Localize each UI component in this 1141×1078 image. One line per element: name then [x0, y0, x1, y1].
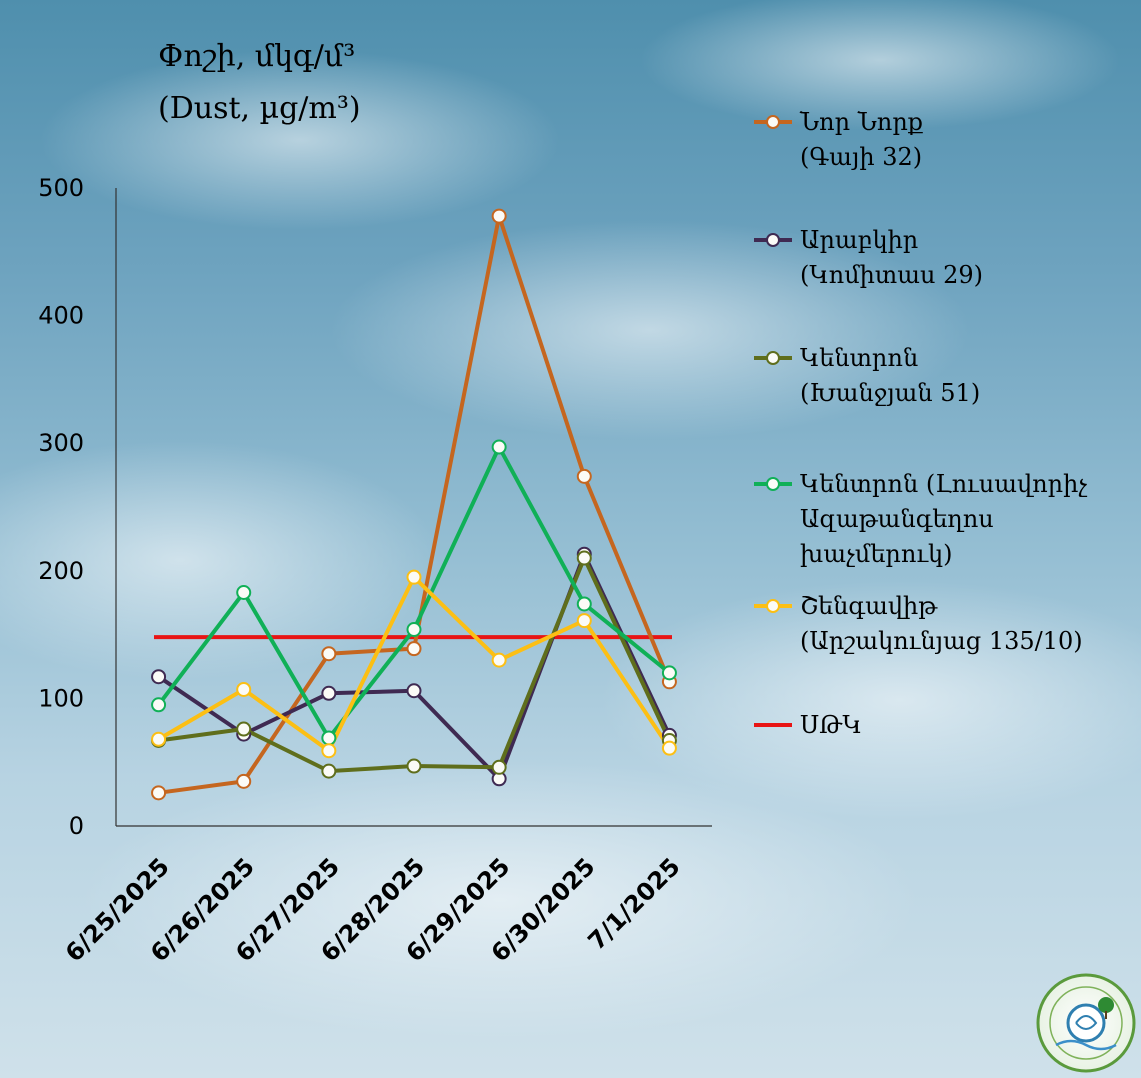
series-point: [151, 785, 167, 801]
y-tick-label: 200: [38, 557, 84, 585]
series-point: [236, 721, 252, 737]
legend-label: խաչմերուկ): [800, 540, 952, 568]
legend-label: (Խանջյան 51): [800, 379, 980, 407]
legend-swatch-marker: [766, 351, 780, 365]
y-tick-label: 400: [38, 302, 84, 330]
series-point: [151, 731, 167, 747]
series-point: [661, 740, 677, 756]
series-point: [321, 743, 337, 759]
series-point: [406, 621, 422, 637]
series-point: [576, 596, 592, 612]
series-point: [321, 730, 337, 746]
y-tick-label: 100: [38, 684, 84, 712]
series-point: [406, 758, 422, 774]
legend-label-limit: ՍԹԿ: [800, 711, 862, 739]
series-point: [576, 613, 592, 629]
series-point: [151, 669, 167, 685]
legend-label: Կենտրոն: [800, 344, 918, 372]
series-point: [406, 641, 422, 657]
series-point: [576, 550, 592, 566]
series-point: [406, 569, 422, 585]
series-point: [236, 584, 252, 600]
legend: Նոր Նորք (Գայի 32) Արաբկիր (Կոմիտաս 29) Կենտ…: [754, 108, 1087, 739]
chart-title-line2: (Dust, µg/m³): [158, 91, 361, 126]
legend-swatch-marker: [766, 115, 780, 129]
series-point: [321, 763, 337, 779]
series-point: [321, 646, 337, 662]
series-point: [236, 681, 252, 697]
series-point: [406, 683, 422, 699]
legend-swatch-marker: [766, 599, 780, 613]
axes: [115, 188, 712, 827]
series-group: [151, 208, 677, 801]
legend-swatch-marker: [766, 233, 780, 247]
y-tick-label: 500: [38, 174, 84, 202]
legend-label: Շենգավիթ: [800, 592, 938, 620]
legend-label: Ազաթանգեղոս: [800, 505, 994, 533]
series-point: [491, 208, 507, 224]
series-point: [491, 652, 507, 668]
legend-swatch-marker: [766, 477, 780, 491]
series-point: [491, 759, 507, 775]
series-point: [236, 773, 252, 789]
legend-label: (Կոմիտաս 29): [800, 261, 983, 289]
legend-label: (Գայի 32): [800, 143, 922, 171]
chart-title-line1: Փոշի, մկգ/մ³: [158, 39, 355, 74]
legend-label: Արաբկիր: [800, 226, 918, 254]
series-point: [661, 665, 677, 681]
legend-label: (Արշակունյաց 135/10): [800, 627, 1083, 655]
legend-label: Նոր Նորք: [799, 108, 924, 136]
y-axis-ticks: 0 100 200 300 400 500: [38, 174, 84, 840]
y-tick-label: 300: [38, 429, 84, 457]
legend-label: Կենտրոն (Լուսավորիչ: [800, 470, 1087, 498]
series-point: [151, 697, 167, 713]
series-point: [576, 468, 592, 484]
series-point: [491, 439, 507, 455]
background-clouds: [0, 0, 1141, 1040]
series-point: [321, 685, 337, 701]
logo-seal: [1036, 973, 1136, 1073]
y-tick-label: 0: [69, 812, 84, 840]
